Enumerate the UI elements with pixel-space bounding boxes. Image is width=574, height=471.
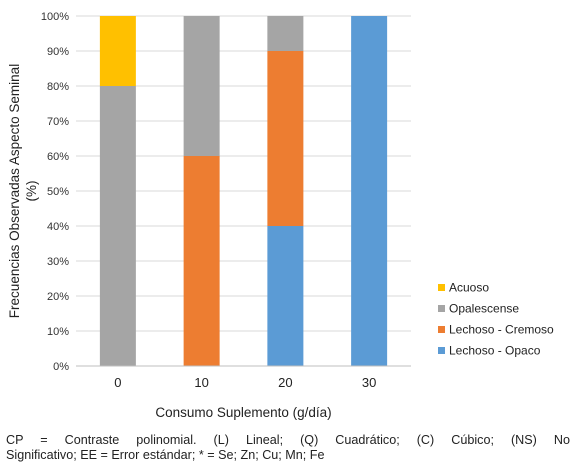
y-axis-title: Frecuencias Observadas Aspecto Seminal (%… <box>7 64 39 318</box>
y-tick-label: 70% <box>47 116 69 128</box>
x-axis-title: Consumo Suplemento (g/día) <box>155 405 331 420</box>
y-tick-label: 100% <box>41 11 69 23</box>
y-tick-label: 60% <box>47 151 69 163</box>
legend-swatch <box>438 347 445 354</box>
x-tick-label: 0 <box>114 375 121 390</box>
y-tick-label: 0% <box>53 361 69 373</box>
bar-segment <box>99 86 136 366</box>
y-tick-label: 40% <box>47 221 69 233</box>
legend: Acuoso Opalescense Lechoso - Cremoso Lechos… <box>438 281 554 358</box>
legend-swatch <box>438 284 445 291</box>
bar-segment <box>183 16 220 156</box>
y-axis-title-line: (%) <box>24 181 39 202</box>
bar-segment <box>99 16 136 86</box>
y-tick-label: 80% <box>47 81 69 93</box>
x-axis-ticks: 0 10 20 30 <box>114 375 376 390</box>
bar-segment <box>267 51 304 226</box>
y-tick-label: 90% <box>47 46 69 58</box>
y-axis-ticks: 0% 10% 20% 30% 40% 50% 60% 70% 80% 90% 100% <box>41 11 69 373</box>
figure-caption: CP = Contraste polinomial. (L) Lineal; (… <box>6 433 570 463</box>
y-tick-label: 20% <box>47 291 69 303</box>
y-tick-label: 50% <box>47 186 69 198</box>
legend-label: Acuoso <box>449 281 489 295</box>
x-tick-label: 30 <box>362 375 376 390</box>
bar-segment <box>183 156 220 366</box>
legend-label: Lechoso - Opaco <box>449 344 541 358</box>
legend-swatch <box>438 305 445 312</box>
bars <box>99 16 388 366</box>
y-axis-title-line: Frecuencias Observadas Aspecto Seminal <box>7 64 22 318</box>
legend-label: Opalescense <box>449 302 519 316</box>
caption-line-1: CP = Contraste polinomial. (L) Lineal; (… <box>6 433 570 447</box>
y-tick-label: 30% <box>47 256 69 268</box>
x-tick-label: 10 <box>194 375 208 390</box>
bar-segment <box>267 226 304 366</box>
bar-segment <box>267 16 304 51</box>
caption-line-2: Significativo; EE = Error estándar; * = … <box>6 448 325 462</box>
stacked-bar-chart: 0% 10% 20% 30% 40% 50% 60% 70% 80% 90% 100% 0 10 20 3… <box>7 11 554 420</box>
bar-segment <box>351 16 388 366</box>
legend-swatch <box>438 326 445 333</box>
legend-label: Lechoso - Cremoso <box>449 323 554 337</box>
x-tick-label: 20 <box>278 375 292 390</box>
y-tick-label: 10% <box>47 326 69 338</box>
